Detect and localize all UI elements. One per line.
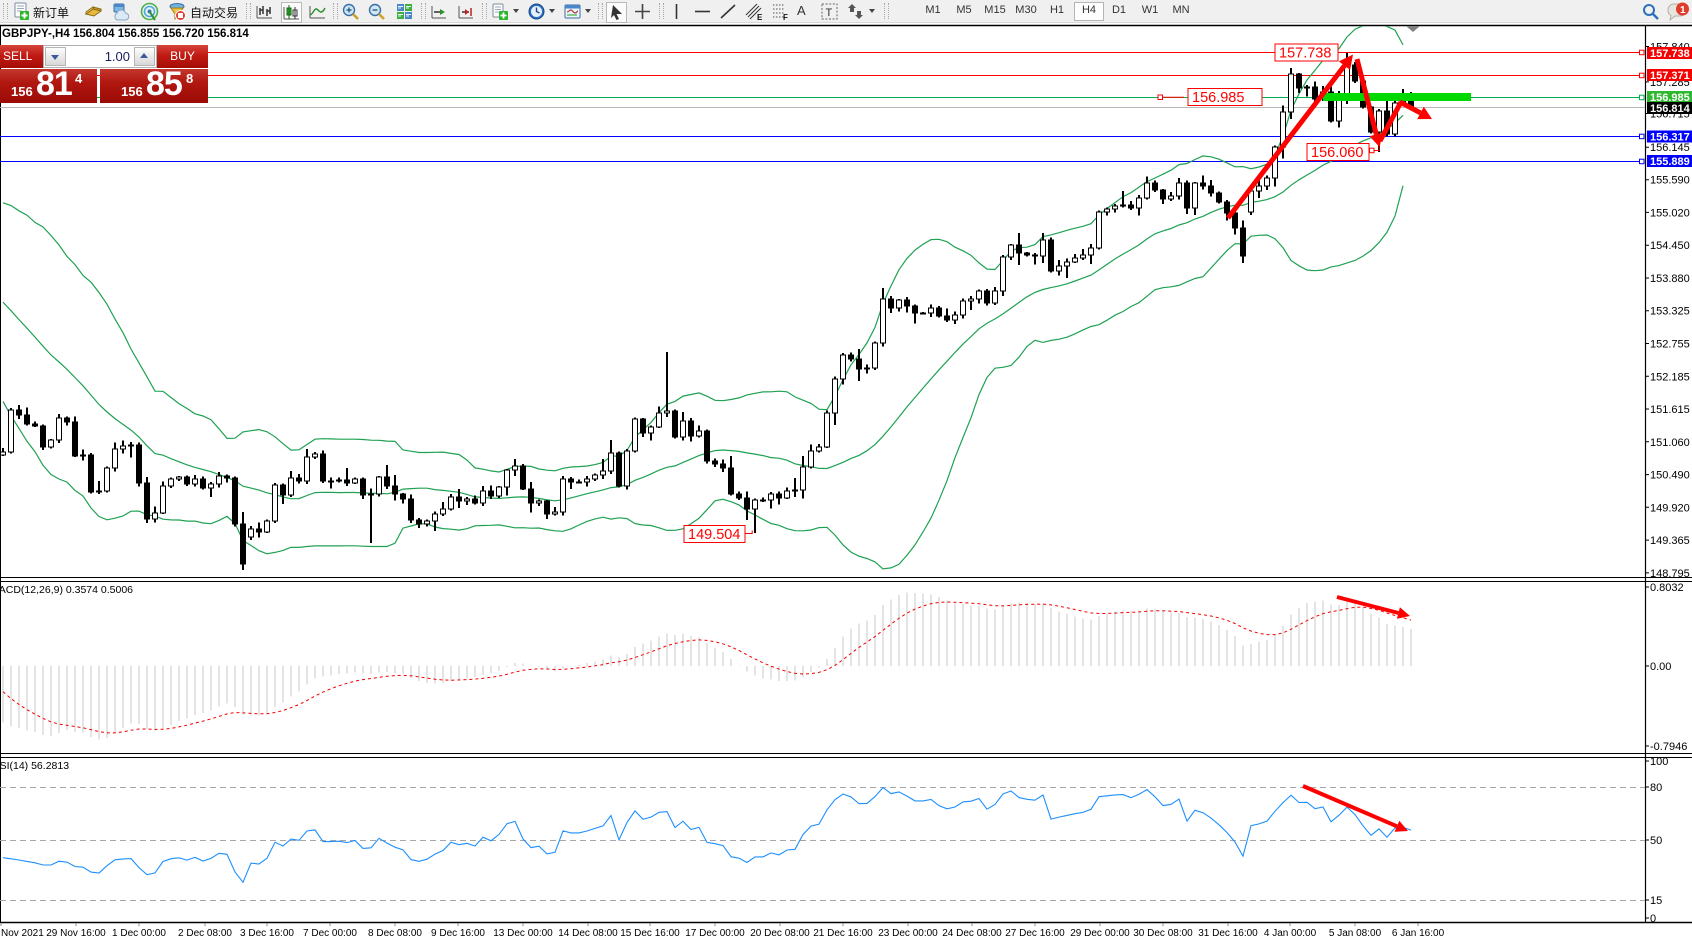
svg-text:3 Dec 16:00: 3 Dec 16:00: [240, 928, 294, 939]
svg-text:155.590: 155.590: [1650, 175, 1690, 187]
svg-text:100: 100: [1650, 756, 1668, 768]
svg-text:17 Dec 00:00: 17 Dec 00:00: [685, 928, 745, 939]
svg-text:148.795: 148.795: [1650, 568, 1690, 580]
svg-text:149.504: 149.504: [688, 527, 740, 543]
svg-text:GBPJPY-,H4 156.804 156.855 15: GBPJPY-,H4 156.804 156.855 156.720 156.8…: [2, 28, 249, 40]
svg-text:30 Dec 08:00: 30 Dec 08:00: [1133, 928, 1193, 939]
svg-text:15: 15: [1650, 895, 1662, 907]
svg-text:23 Dec 00:00: 23 Dec 00:00: [878, 928, 938, 939]
svg-text:5 Jan 08:00: 5 Jan 08:00: [1329, 928, 1382, 939]
svg-text:2 Dec 08:00: 2 Dec 08:00: [178, 928, 232, 939]
svg-text:Nov 2021: Nov 2021: [1, 928, 44, 939]
svg-text:4 Jan 00:00: 4 Jan 00:00: [1264, 928, 1317, 939]
svg-text:156.814: 156.814: [1650, 103, 1691, 115]
svg-text:RSI(14) 56.2813: RSI(14) 56.2813: [0, 760, 69, 772]
svg-text:1 Dec 00:00: 1 Dec 00:00: [112, 928, 166, 939]
svg-text:154.450: 154.450: [1650, 240, 1690, 252]
svg-text:151.060: 151.060: [1650, 437, 1690, 449]
svg-text:157.371: 157.371: [1650, 70, 1690, 82]
svg-text:0.00: 0.00: [1650, 661, 1671, 673]
svg-text:20 Dec 08:00: 20 Dec 08:00: [750, 928, 810, 939]
svg-text:149.365: 149.365: [1650, 535, 1690, 547]
svg-text:0: 0: [1650, 913, 1656, 925]
svg-text:149.920: 149.920: [1650, 502, 1690, 514]
svg-text:153.880: 153.880: [1650, 273, 1690, 285]
svg-text:29 Nov 16:00: 29 Nov 16:00: [46, 928, 106, 939]
svg-text:50: 50: [1650, 835, 1662, 847]
svg-text:157.738: 157.738: [1279, 46, 1331, 62]
svg-text:1: 1: [1680, 5, 1686, 16]
svg-text:15 Dec 16:00: 15 Dec 16:00: [620, 928, 680, 939]
svg-text:156.985: 156.985: [1192, 90, 1244, 106]
svg-text:MACD(12,26,9) 0.3574 0.5006: MACD(12,26,9) 0.3574 0.5006: [0, 584, 133, 596]
svg-text:157.738: 157.738: [1650, 48, 1690, 60]
svg-text:152.185: 152.185: [1650, 371, 1690, 383]
svg-text:F: F: [783, 13, 788, 21]
svg-text:6 Jan 16:00: 6 Jan 16:00: [1392, 928, 1445, 939]
svg-text:0.8032: 0.8032: [1650, 582, 1684, 594]
svg-text:156.317: 156.317: [1650, 132, 1690, 144]
svg-text:13 Dec 00:00: 13 Dec 00:00: [493, 928, 553, 939]
svg-text:155.020: 155.020: [1650, 207, 1690, 219]
svg-text:150.490: 150.490: [1650, 470, 1690, 482]
svg-text:151.615: 151.615: [1650, 404, 1690, 416]
svg-text:14 Dec 08:00: 14 Dec 08:00: [558, 928, 618, 939]
svg-text:156.985: 156.985: [1650, 92, 1690, 104]
svg-text:7 Dec 00:00: 7 Dec 00:00: [303, 928, 357, 939]
svg-text:9 Dec 16:00: 9 Dec 16:00: [431, 928, 485, 939]
svg-text:152.755: 152.755: [1650, 339, 1690, 351]
svg-text:153.325: 153.325: [1650, 306, 1690, 318]
svg-text:E: E: [757, 13, 763, 21]
svg-text:8 Dec 08:00: 8 Dec 08:00: [368, 928, 422, 939]
svg-text:156.145: 156.145: [1650, 142, 1690, 154]
svg-text:27 Dec 16:00: 27 Dec 16:00: [1005, 928, 1065, 939]
svg-text:31 Dec 16:00: 31 Dec 16:00: [1198, 928, 1258, 939]
svg-text:24 Dec 08:00: 24 Dec 08:00: [942, 928, 1002, 939]
svg-text:156.060: 156.060: [1311, 145, 1363, 161]
svg-text:155.889: 155.889: [1650, 156, 1690, 168]
svg-text:80: 80: [1650, 782, 1662, 794]
svg-text:T: T: [826, 7, 833, 19]
svg-text:21 Dec 16:00: 21 Dec 16:00: [813, 928, 873, 939]
svg-text:29 Dec 00:00: 29 Dec 00:00: [1070, 928, 1130, 939]
svg-text:-0.7946: -0.7946: [1650, 741, 1687, 753]
